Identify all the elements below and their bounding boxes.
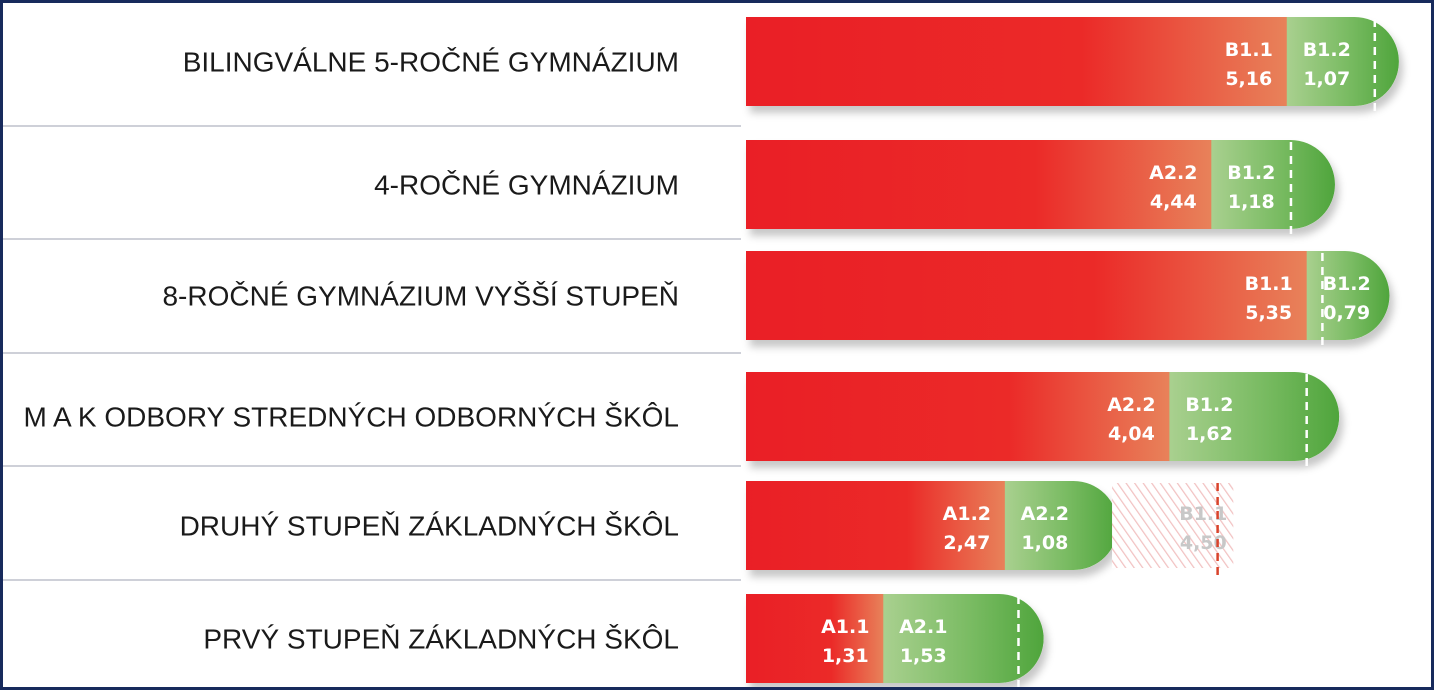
category-label: M A K ODBORY STREDNÝCH ODBORNÝCH ŠKÔL: [23, 402, 679, 433]
segment-level-label: A2.2: [1149, 162, 1197, 184]
segment-level-label: A1.1: [821, 616, 869, 638]
bar-segment: [1286, 17, 1399, 106]
category-label: 8-ROČNÉ GYMNÁZIUM VYŠŠÍ STUPEŇ: [162, 281, 679, 312]
category-label: 4-ROČNÉ GYMNÁZIUM: [374, 170, 679, 201]
segment-level-label: A1.2: [943, 503, 991, 525]
segment-level-label: B1.1: [1225, 39, 1273, 61]
segment-level-label: B1.1: [1179, 503, 1227, 525]
bar-segment: [746, 372, 1170, 461]
bar-segment-projected: [1112, 483, 1234, 568]
bar-segment: [746, 251, 1308, 340]
cefr-bar-chart: BILINGVÁLNE 5-ROČNÉ GYMNÁZIUM 4-ROČNÉ GYM…: [3, 17, 1399, 687]
bar-row: A2.2 4,44 B1.2 1,18: [746, 140, 1335, 235]
bar-segment: [746, 140, 1212, 229]
bar-segment: [746, 594, 884, 683]
category-label: PRVÝ STUPEŇ ZÁKLADNÝCH ŠKÔL: [203, 624, 679, 655]
segment-value-label: 1,07: [1303, 68, 1350, 90]
segment-value-label: 1,08: [1021, 532, 1068, 554]
bar-row: B1.1 5,16 B1.2 1,07: [746, 17, 1399, 112]
segment-value-label: 0,79: [1323, 302, 1370, 324]
segment-level-label: B1.2: [1227, 162, 1275, 184]
segment-level-label: A2.1: [899, 616, 947, 638]
bar-segment: [746, 17, 1288, 106]
segment-level-label: A2.2: [1021, 503, 1069, 525]
segment-level-label: B1.2: [1185, 394, 1233, 416]
segment-value-label: 5,35: [1245, 302, 1292, 324]
segment-level-label: B1.2: [1323, 273, 1371, 295]
segment-level-label: B1.1: [1245, 273, 1293, 295]
segment-value-label: 2,47: [943, 532, 990, 554]
segment-value-label: 4,44: [1150, 191, 1197, 213]
bar-segment: [746, 481, 1006, 570]
category-label: DRUHÝ STUPEŇ ZÁKLADNÝCH ŠKÔL: [180, 511, 679, 542]
segment-value-label: 1,53: [900, 645, 947, 667]
segment-value-label: 5,16: [1225, 68, 1272, 90]
segment-level-label: A2.2: [1107, 394, 1155, 416]
bar-row: B1.1 5,35 B1.2 0,79: [746, 251, 1390, 346]
bar-row: A2.2 4,04 B1.2 1,62: [746, 372, 1340, 467]
segment-value-label: 1,18: [1228, 191, 1275, 213]
segment-value-label: 1,31: [822, 645, 869, 667]
bar-row: A1.2 2,47 A2.2 1,08 B1.1 4,50: [746, 481, 1234, 576]
segment-level-label: B1.2: [1303, 39, 1351, 61]
bar-segment: [1211, 140, 1335, 229]
bar-segment: [1306, 251, 1390, 340]
segment-value-label: 4,50: [1180, 532, 1227, 554]
segment-value-label: 1,62: [1186, 423, 1233, 445]
bar-segment: [883, 594, 1044, 683]
segment-value-label: 4,04: [1108, 423, 1155, 445]
category-label: BILINGVÁLNE 5-ROČNÉ GYMNÁZIUM: [183, 47, 679, 78]
bar-segment: [1004, 481, 1119, 570]
bar-row: A1.1 1,31 A2.1 1,53: [746, 594, 1044, 687]
bar-segment: [1169, 372, 1340, 461]
